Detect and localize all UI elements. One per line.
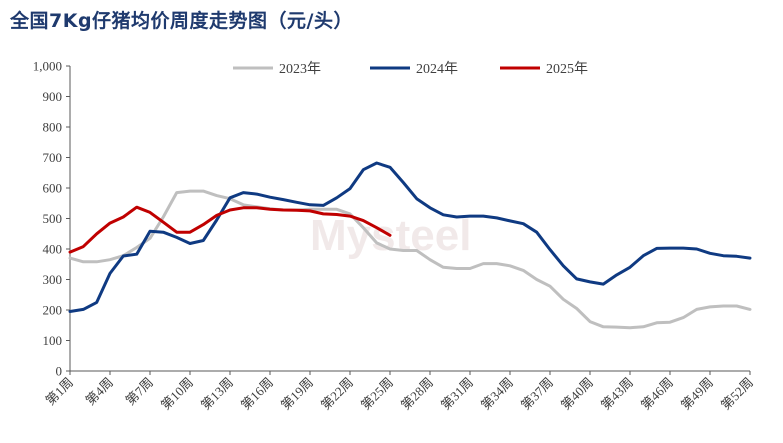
legend-label: 2024年 — [416, 61, 458, 77]
x-tick-label: 第1周 — [43, 375, 77, 409]
legend-label: 2025年 — [546, 61, 588, 77]
y-tick-label: 0 — [56, 364, 63, 379]
x-tick-label: 第34周 — [478, 375, 516, 413]
x-tick-label: 第49周 — [678, 375, 716, 413]
x-tick-label: 第31周 — [438, 375, 476, 413]
x-tick-label: 第16周 — [238, 375, 276, 413]
x-tick-label: 第37周 — [518, 375, 556, 413]
chart-title: 全国7Kg仔猪均价周度走势图（元/头） — [10, 10, 353, 32]
x-tick-label: 第10周 — [158, 375, 196, 413]
x-tick-label: 第22周 — [318, 375, 356, 413]
y-tick-label: 100 — [43, 333, 63, 348]
x-tick-label: 第43周 — [598, 375, 636, 413]
x-tick-label: 第19周 — [278, 375, 316, 413]
y-tick-label: 400 — [43, 242, 63, 257]
series-layer — [68, 161, 752, 330]
legend-label: 2023年 — [279, 61, 321, 77]
y-tick-label: 300 — [43, 272, 63, 287]
x-tick-label: 第4周 — [83, 375, 117, 409]
x-tick-label: 第7周 — [123, 375, 157, 409]
series-line-1 — [68, 161, 752, 313]
y-tick-label: 500 — [43, 211, 63, 226]
y-tick-label: 800 — [43, 120, 63, 135]
y-tick-label: 900 — [43, 89, 63, 104]
x-tick-label: 第52周 — [718, 375, 756, 413]
legend: 2023年 2024年 2025年 — [233, 61, 588, 77]
x-tick-label: 第25周 — [358, 375, 396, 413]
y-tick-label: 200 — [43, 303, 63, 318]
x-tick-label: 第13周 — [198, 375, 236, 413]
series-line-0 — [68, 189, 752, 330]
y-tick-label: 700 — [43, 150, 63, 165]
x-tick-label: 第46周 — [638, 375, 676, 413]
y-tick-label: 600 — [43, 181, 63, 196]
x-tick-label: 第40周 — [558, 375, 596, 413]
series-line-2 — [68, 205, 392, 254]
y-tick-label: 1,000 — [33, 59, 62, 74]
x-tick-label: 第28周 — [398, 375, 436, 413]
